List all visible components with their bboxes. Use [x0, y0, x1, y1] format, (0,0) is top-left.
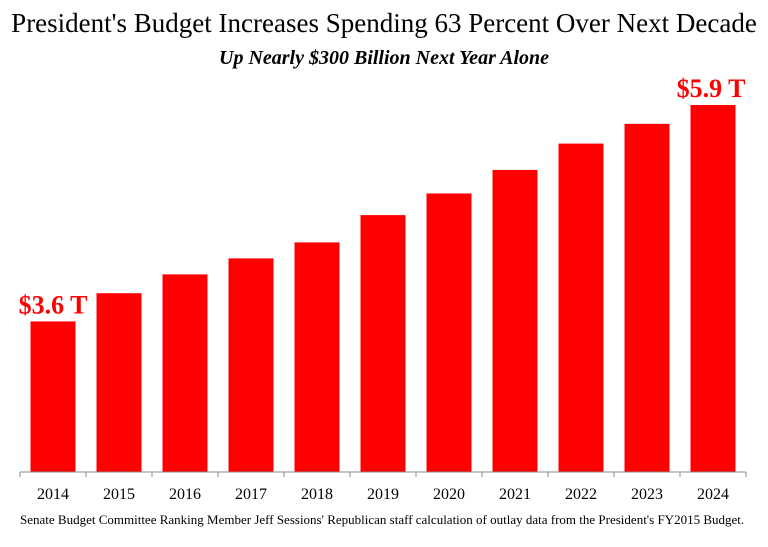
x-tick-label-2024: 2024 [697, 486, 729, 503]
x-tick-label-2019: 2019 [367, 486, 399, 503]
bar-2017 [228, 258, 274, 472]
bar-2020 [426, 193, 472, 473]
x-tick-label-2016: 2016 [169, 486, 201, 503]
bar-2022 [558, 143, 604, 472]
data-label-2014: $3.6 T [19, 290, 88, 319]
source-note: Senate Budget Committee Ranking Member J… [20, 512, 745, 527]
x-tick-label-2021: 2021 [499, 486, 531, 503]
x-tick-label-2017: 2017 [235, 486, 267, 503]
bar-2014 [30, 321, 76, 472]
bar-2018 [294, 242, 340, 472]
bar-2021 [492, 169, 538, 472]
bar-2015 [96, 293, 142, 472]
bar-2016 [162, 274, 208, 472]
data-label-2024: $5.9 T [677, 74, 746, 103]
x-tick-label-2020: 2020 [433, 486, 465, 503]
bar-2024 [690, 105, 736, 472]
x-tick-label-2023: 2023 [631, 486, 663, 503]
x-tick-label-2018: 2018 [301, 486, 333, 503]
bar-2023 [624, 123, 670, 472]
chart-subtitle: Up Nearly $300 Billion Next Year Alone [219, 47, 549, 69]
x-tick-label-2014: 2014 [37, 486, 69, 503]
x-tick-label-2022: 2022 [565, 486, 597, 503]
bar-2019 [360, 215, 406, 472]
chart-title: President's Budget Increases Spending 63… [11, 8, 757, 38]
x-tick-label-2015: 2015 [103, 486, 135, 503]
